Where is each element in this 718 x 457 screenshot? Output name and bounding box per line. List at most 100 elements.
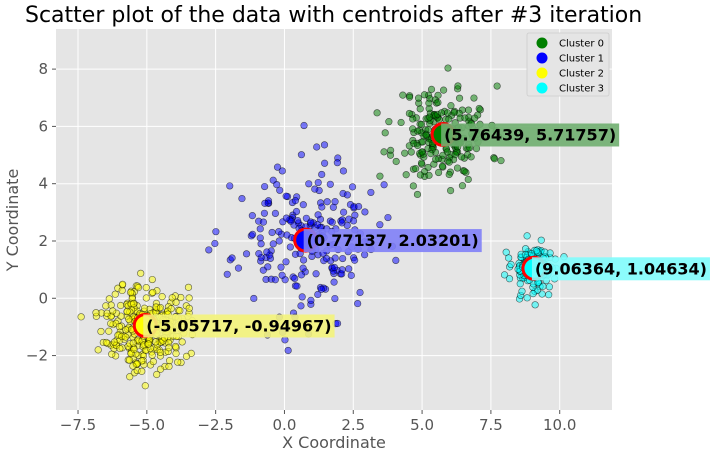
data-point (286, 243, 294, 251)
data-point (77, 313, 85, 321)
data-point (256, 225, 264, 233)
data-point (425, 171, 433, 179)
data-point (338, 266, 346, 274)
data-point (275, 228, 283, 236)
data-point (97, 327, 105, 336)
data-point (425, 99, 433, 107)
data-point (248, 230, 257, 238)
data-point (297, 151, 306, 159)
data-point (148, 351, 156, 359)
data-point (354, 299, 362, 308)
data-point (156, 365, 165, 373)
legend-label: Cluster 0 (559, 39, 604, 50)
data-point (314, 211, 322, 219)
data-point (323, 198, 331, 206)
x-tick-label: 5.0 (410, 416, 434, 434)
data-point (376, 221, 384, 229)
data-point (123, 307, 131, 316)
centroid-label: (0.77137, 2.03201) (307, 231, 479, 250)
data-point (242, 250, 251, 258)
data-point (185, 304, 193, 312)
data-point (278, 167, 286, 175)
data-point (516, 280, 524, 288)
data-point (299, 201, 307, 209)
data-point (178, 338, 186, 346)
data-point (321, 159, 329, 167)
data-point (129, 362, 137, 370)
data-point (291, 197, 300, 205)
data-point (125, 356, 134, 364)
legend-label: Cluster 2 (559, 69, 604, 80)
legend: Cluster 0 Cluster 1 Cluster 2 Cluster 3 (526, 32, 610, 97)
x-tick-label: 10.0 (543, 416, 576, 434)
data-point (212, 228, 220, 236)
data-point (333, 319, 342, 328)
y-tick-label: 2 (38, 232, 48, 250)
data-point (467, 153, 475, 161)
data-point (392, 256, 400, 264)
data-point (326, 180, 334, 188)
data-point (156, 304, 165, 312)
data-point (384, 213, 392, 222)
data-point (425, 113, 434, 121)
data-point (539, 282, 547, 290)
data-point (318, 170, 326, 179)
data-point (226, 182, 234, 190)
data-point (153, 370, 161, 379)
data-point (299, 264, 307, 272)
data-point (105, 295, 113, 303)
data-point (311, 185, 319, 193)
data-point (439, 86, 448, 94)
data-point (260, 209, 269, 217)
data-point (416, 105, 424, 113)
data-point (339, 208, 348, 216)
data-point (282, 214, 291, 222)
data-point (171, 342, 180, 351)
data-point (438, 162, 447, 170)
data-point (419, 138, 427, 146)
data-point (313, 143, 321, 151)
data-point (102, 302, 110, 310)
data-point (339, 254, 347, 263)
data-point (445, 170, 453, 179)
data-point (127, 288, 135, 297)
x-tick-label: 7.5 (479, 416, 503, 434)
data-point (110, 338, 119, 346)
data-point (297, 302, 305, 310)
data-point (397, 118, 405, 127)
data-point (185, 294, 193, 302)
data-point (521, 245, 530, 253)
data-point (343, 191, 351, 199)
data-point (447, 102, 455, 110)
data-point (490, 155, 499, 163)
data-point (282, 258, 290, 266)
data-point (505, 275, 514, 283)
data-point (351, 256, 359, 264)
data-point (444, 64, 452, 72)
data-point (407, 148, 415, 156)
data-point (464, 106, 473, 114)
data-point (471, 114, 479, 122)
x-axis-label: X Coordinate (282, 433, 386, 452)
data-point (184, 283, 193, 291)
data-point (92, 309, 100, 317)
data-point (263, 248, 271, 256)
data-point (318, 203, 326, 211)
y-ticks: −2 0 2 4 6 8 (26, 60, 56, 365)
data-point (137, 269, 145, 277)
data-point (256, 234, 264, 242)
data-point (291, 274, 299, 283)
data-point (455, 94, 464, 102)
data-point (314, 178, 322, 187)
data-point (345, 215, 353, 223)
data-point (269, 240, 277, 248)
data-point (386, 151, 395, 159)
data-point (427, 150, 435, 158)
data-point (174, 358, 182, 366)
data-point (118, 286, 126, 295)
x-tick-label: −2.5 (197, 416, 233, 434)
legend-box (526, 32, 610, 97)
data-point (273, 163, 282, 171)
data-point (439, 151, 447, 159)
